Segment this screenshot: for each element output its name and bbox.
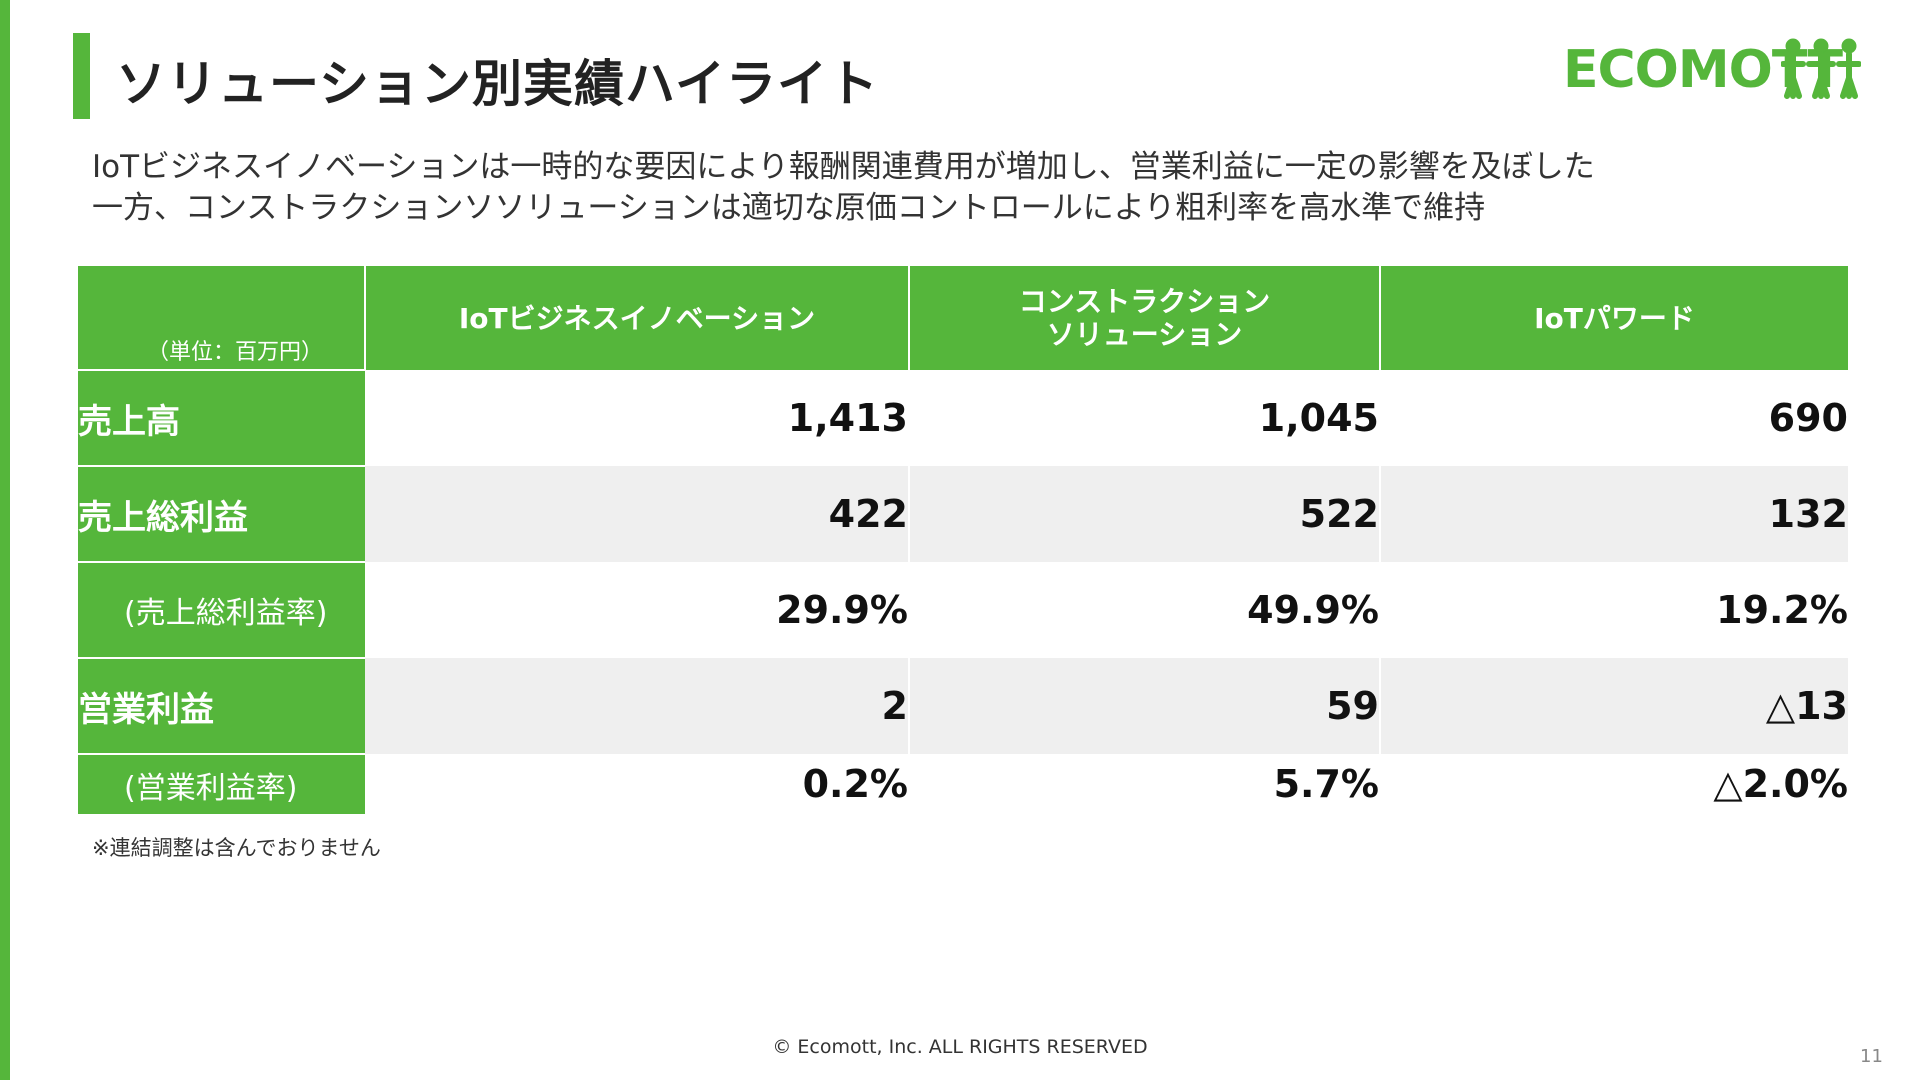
table-row-gross-profit: 売上総利益 422 522 132 — [78, 465, 1848, 562]
table-row-sales: 売上高 1,413 1,045 690 — [78, 369, 1848, 466]
title-accent-bar — [73, 33, 90, 119]
summary-line-1: IoTビジネスイノベーションは一時的な要因により報酬関連費用が増加し、営業利益に… — [92, 149, 1595, 185]
row-label-sales: 売上高 — [78, 369, 365, 466]
column-header-iot-business-innovation: IoTビジネスイノベーション — [365, 266, 910, 370]
cell-operating-margin-iot-powered: △2.0% — [1713, 762, 1848, 806]
column-header-line: IoTパワード — [1534, 301, 1695, 335]
results-table: （単位：百万円） IoTビジネスイノベーション コンストラクション ソリューショ… — [78, 266, 1848, 814]
column-header-line: IoTビジネスイノベーション — [458, 301, 816, 335]
cell-operating-margin-construction: 5.7% — [909, 754, 1381, 814]
table-header-row: （単位：百万円） IoTビジネスイノベーション コンストラクション ソリューショ… — [78, 266, 1848, 370]
column-header-iot-powered: IoTパワード — [1380, 266, 1848, 370]
people-figures-icon — [1781, 38, 1861, 99]
cell-sales-iot-business: 1,413 — [365, 370, 910, 466]
summary-line-2: 一方、コンストラクションソソリューションは適切な原価コントロールにより粗利率を高… — [92, 190, 1486, 226]
column-header-line: ソリューション — [1046, 318, 1243, 351]
cell-operating-profit-iot-business: 2 — [365, 658, 910, 754]
row-label-operating-margin: (営業利益率) — [78, 753, 365, 814]
row-label-operating-profit: 営業利益 — [78, 657, 365, 754]
company-logo: ECOMOTT — [1563, 34, 1863, 104]
cell-operating-margin-iot-business: 0.2% — [365, 754, 910, 814]
cell-operating-profit-iot-powered: △13 — [1380, 658, 1848, 754]
left-accent-stripe — [0, 0, 10, 1080]
table-row-operating-profit: 営業利益 2 59 △13 — [78, 657, 1848, 754]
cell-sales-construction: 1,045 — [909, 370, 1381, 466]
cell-gross-profit-iot-business: 422 — [365, 466, 910, 562]
page-title: ソリューション別実績ハイライト — [116, 55, 879, 113]
column-header-line: コンストラクション — [1018, 285, 1271, 318]
table-row-gross-margin: (売上総利益率) 29.9% 49.9% 19.2% — [78, 561, 1848, 658]
page-number: 11 — [1860, 1046, 1883, 1067]
column-header-construction-solution: コンストラクション ソリューション — [909, 266, 1381, 370]
unit-label: （単位：百万円） — [146, 340, 323, 365]
cell-sales-iot-powered: 690 — [1768, 396, 1848, 440]
row-label-gross-margin: (売上総利益率) — [78, 561, 365, 658]
cell-gross-margin-iot-business: 29.9% — [365, 562, 910, 658]
copyright-notice: © Ecomott, Inc. ALL RIGHTS RESERVED — [772, 1036, 1148, 1058]
cell-gross-profit-iot-powered: 132 — [1380, 466, 1848, 562]
table-row-operating-margin: (営業利益率) 0.2% 5.7% △2.0% — [78, 753, 1848, 814]
cell-operating-profit-construction: 59 — [909, 658, 1381, 754]
row-label-gross-profit: 売上総利益 — [78, 465, 365, 562]
cell-gross-margin-iot-powered: 19.2% — [1716, 588, 1848, 632]
footnote: ※連結調整は含んでおりません — [92, 836, 381, 860]
summary-text: IoTビジネスイノベーションは一時的な要因により報酬関連費用が増加し、営業利益に… — [92, 147, 1832, 229]
unit-label-cell: （単位：百万円） — [78, 266, 366, 370]
cell-gross-profit-construction: 522 — [909, 466, 1381, 562]
cell-gross-margin-construction: 49.9% — [909, 562, 1381, 658]
